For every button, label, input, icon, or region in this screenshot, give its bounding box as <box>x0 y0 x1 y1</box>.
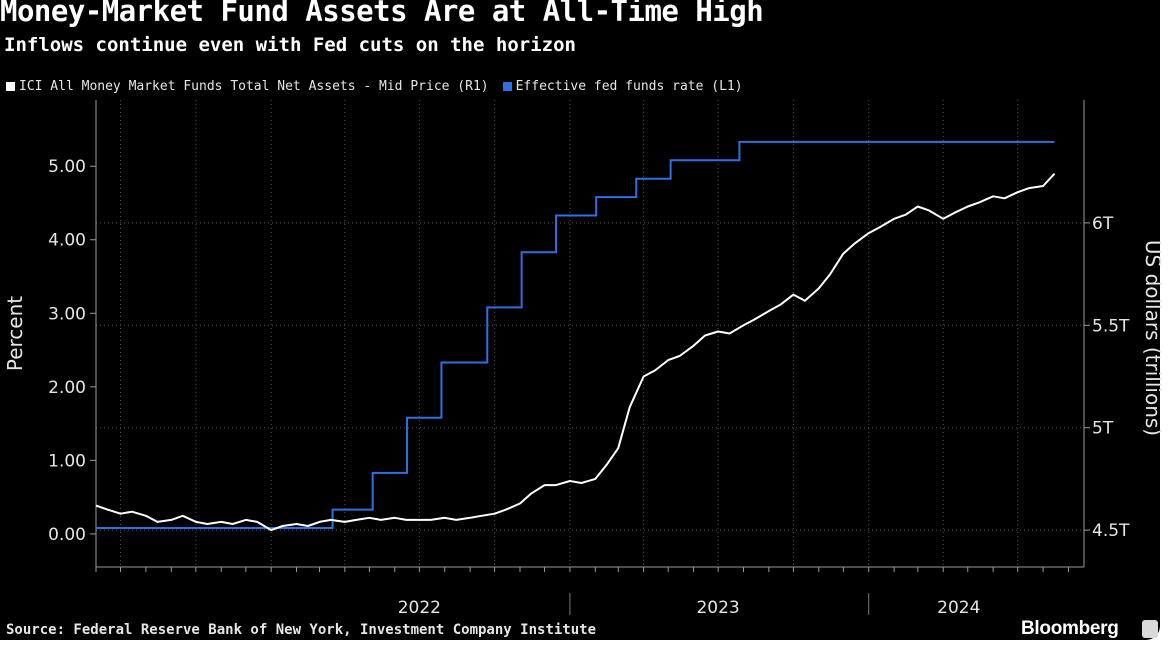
horizontal-gridlines <box>96 222 1084 531</box>
source-note: Source: Federal Reserve Bank of New York… <box>6 622 597 638</box>
left-tick-label: 4.00 <box>48 231 86 251</box>
left-tick-label: 3.00 <box>48 304 86 324</box>
left-tick-label: 2.00 <box>48 378 86 398</box>
chart-title: Money-Market Fund Assets Are at All-Time… <box>0 0 764 28</box>
left-tick-label: 5.00 <box>48 157 86 177</box>
legend-swatch-rate <box>502 81 512 91</box>
left-tick-label: 0.00 <box>48 525 86 545</box>
series-line-fed-funds-rate <box>96 140 1055 530</box>
x-tick-label: 2024 <box>937 598 980 618</box>
left-axis-title: Percent <box>3 296 27 371</box>
series-line-money-market-assets <box>95 173 1056 532</box>
legend-swatch-assets <box>6 81 15 91</box>
x-tick-label: 2023 <box>696 598 739 618</box>
bloomberg-logo: Bloomberg <box>1021 618 1119 639</box>
right-tick-label: 5T <box>1092 419 1114 439</box>
right-tick-label: 6T <box>1092 214 1114 234</box>
legend-item-assets: ICI All Money Market Funds Total Net Ass… <box>6 79 489 94</box>
legend: ICI All Money Market Funds Total Net Ass… <box>6 76 743 96</box>
brand-mark-icon <box>1142 620 1158 638</box>
legend-label-assets: ICI All Money Market Funds Total Net Ass… <box>19 78 489 94</box>
chart-subtitle: Inflows continue even with Fed cuts on t… <box>4 34 576 56</box>
legend-label-rate: Effective fed funds rate (L1) <box>515 78 743 94</box>
legend-item-rate: Effective fed funds rate (L1) <box>502 78 743 94</box>
vertical-gridlines <box>120 100 1019 567</box>
right-axis-title: US dollars (trillions) <box>1141 240 1165 436</box>
x-tick-label: 2022 <box>398 598 441 618</box>
x-axis-ticks <box>95 567 1069 572</box>
right-tick-label: 5.5T <box>1092 316 1130 336</box>
left-tick-label: 1.00 <box>48 451 86 471</box>
right-tick-label: 4.5T <box>1092 521 1130 541</box>
